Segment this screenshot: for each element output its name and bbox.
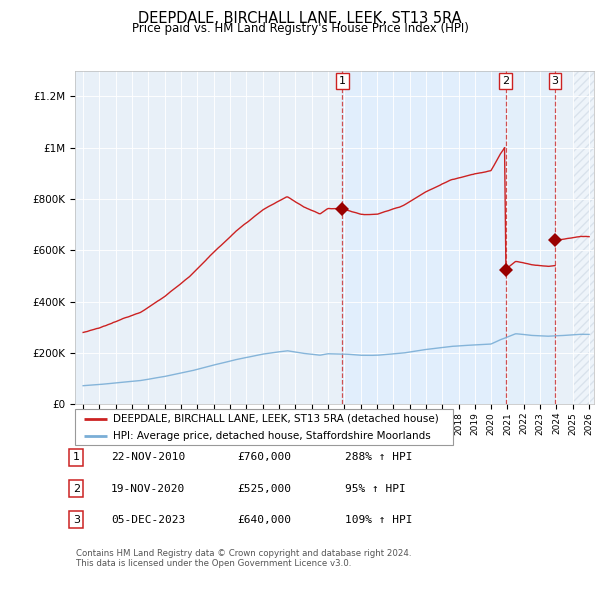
Text: This data is licensed under the Open Government Licence v3.0.: This data is licensed under the Open Gov… <box>76 559 352 568</box>
Text: 05-DEC-2023: 05-DEC-2023 <box>111 515 185 525</box>
Text: 2: 2 <box>73 484 80 493</box>
Text: 95% ↑ HPI: 95% ↑ HPI <box>345 484 406 493</box>
Text: 109% ↑ HPI: 109% ↑ HPI <box>345 515 413 525</box>
Text: £640,000: £640,000 <box>237 515 291 525</box>
Bar <box>573 71 600 404</box>
Text: 22-NOV-2010: 22-NOV-2010 <box>111 453 185 462</box>
Bar <box>506 71 555 404</box>
Text: 1: 1 <box>339 76 346 86</box>
Text: Contains HM Land Registry data © Crown copyright and database right 2024.: Contains HM Land Registry data © Crown c… <box>76 549 412 558</box>
Bar <box>343 71 506 404</box>
Text: HPI: Average price, detached house, Staffordshire Moorlands: HPI: Average price, detached house, Staf… <box>113 431 431 441</box>
FancyBboxPatch shape <box>75 409 453 445</box>
Text: 2: 2 <box>502 76 509 86</box>
Text: 19-NOV-2020: 19-NOV-2020 <box>111 484 185 493</box>
Text: Price paid vs. HM Land Registry's House Price Index (HPI): Price paid vs. HM Land Registry's House … <box>131 22 469 35</box>
Text: £760,000: £760,000 <box>237 453 291 462</box>
Text: DEEPDALE, BIRCHALL LANE, LEEK, ST13 5RA: DEEPDALE, BIRCHALL LANE, LEEK, ST13 5RA <box>138 11 462 25</box>
Text: £525,000: £525,000 <box>237 484 291 493</box>
Text: 3: 3 <box>73 515 80 525</box>
Text: 1: 1 <box>73 453 80 462</box>
Text: DEEPDALE, BIRCHALL LANE, LEEK, ST13 5RA (detached house): DEEPDALE, BIRCHALL LANE, LEEK, ST13 5RA … <box>113 414 439 424</box>
Text: 288% ↑ HPI: 288% ↑ HPI <box>345 453 413 462</box>
Text: 3: 3 <box>551 76 559 86</box>
